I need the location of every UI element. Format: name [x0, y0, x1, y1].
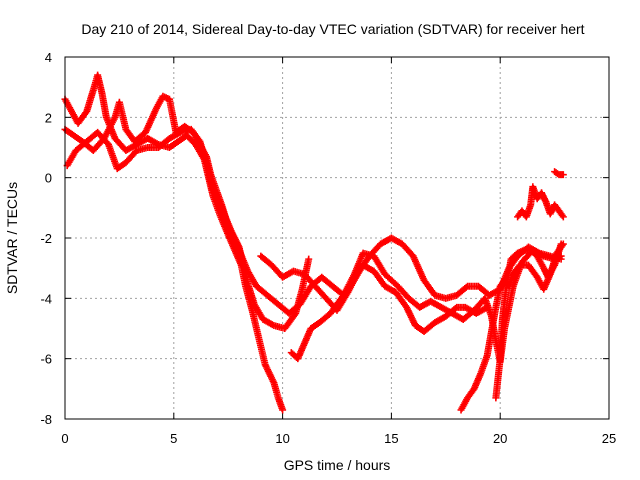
x-tick-label: 25 [602, 431, 616, 446]
plot-border [64, 56, 610, 420]
series-9 [551, 168, 567, 179]
series-7 [492, 240, 565, 402]
data-point [559, 171, 567, 179]
data-marks [61, 71, 567, 414]
x-tick-label: 15 [384, 431, 398, 446]
data-point [557, 240, 565, 248]
chart-title: Day 210 of 2014, Sidereal Day-to-day VTE… [81, 21, 584, 37]
tick-labels: 0 5 10 15 20 25 -8 -6 -4 -2 0 2 4 [40, 50, 616, 446]
series-8 [514, 183, 567, 221]
data-point [558, 211, 566, 219]
y-tick-label: 2 [45, 110, 52, 125]
grid [64, 56, 610, 420]
x-axis-label: GPS time / hours [284, 457, 391, 473]
x-tick-label: 10 [275, 431, 289, 446]
y-tick-label: -4 [40, 291, 52, 306]
y-tick-label: -2 [40, 231, 52, 246]
data-point [462, 283, 470, 291]
y-tick-label: -8 [40, 412, 52, 427]
x-tick-label: 5 [170, 431, 177, 446]
y-tick-label: 4 [45, 50, 52, 65]
y-axis-label: SDTVAR / TECUs [4, 182, 20, 294]
x-tick-label: 0 [61, 431, 68, 446]
x-tick-label: 20 [493, 431, 507, 446]
data-point [559, 213, 567, 221]
data-point [279, 406, 287, 414]
y-tick-label: -6 [40, 352, 52, 367]
series-5 [287, 261, 491, 363]
series-6 [457, 240, 567, 414]
y-tick-label: 0 [45, 171, 52, 186]
data-point [305, 255, 313, 263]
data-point [483, 303, 491, 311]
